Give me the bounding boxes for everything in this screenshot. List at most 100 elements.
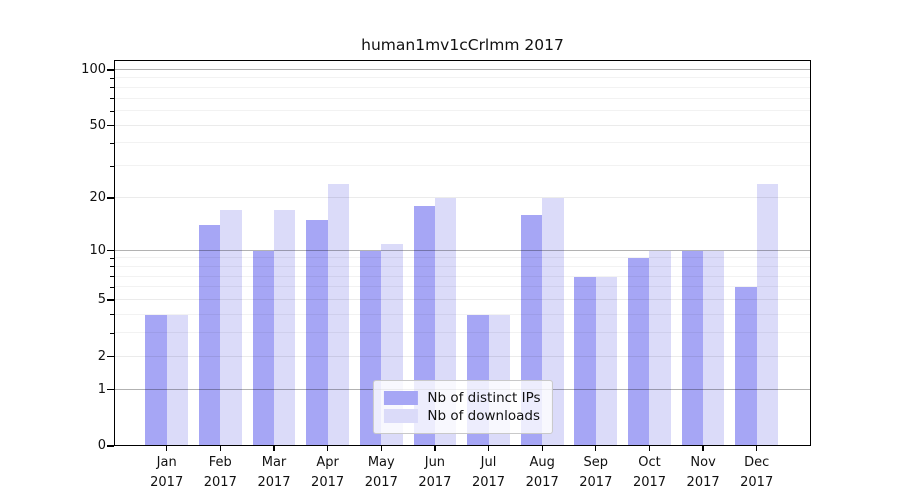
month-label: Jan xyxy=(156,455,177,470)
y-tick-mark-20 xyxy=(107,197,114,199)
y-tick-mark-minor-7 xyxy=(110,276,114,277)
bar-downloads-oct xyxy=(649,250,671,446)
month-label: Apr xyxy=(316,455,339,470)
x-tick-mark-aug xyxy=(541,446,543,451)
x-tick-label-jul: Jul 2017 xyxy=(457,453,521,492)
bar-ips-oct xyxy=(628,258,650,446)
bar-ips-dec xyxy=(735,287,757,446)
month-label: Feb xyxy=(208,455,232,470)
y-tick-mark-minor-9 xyxy=(110,257,114,259)
y-tick-mark-2 xyxy=(107,355,114,358)
year-label: 2017 xyxy=(632,474,667,490)
year-label: 2017 xyxy=(311,474,345,490)
y-tick-mark-minor-6 xyxy=(110,286,114,288)
y-tick-mark-minor-30 xyxy=(110,165,114,167)
bar-ips-mar xyxy=(252,250,274,446)
y-tick-mark-0 xyxy=(107,445,114,447)
y-tick-mark-100 xyxy=(107,69,114,71)
bar-downloads-sep xyxy=(595,276,618,446)
legend-row-downloads: Nb of downloads xyxy=(383,408,540,424)
y-tick-mark-1 xyxy=(107,388,114,391)
legend-swatch-downloads xyxy=(383,409,418,423)
y-tick-label-5: 5 xyxy=(97,292,106,307)
x-tick-mark-may xyxy=(380,446,382,451)
y-tick-mark-minor-60 xyxy=(110,110,114,112)
legend-label-ips: Nb of distinct IPs xyxy=(427,390,541,406)
y-tick-label-0: 0 xyxy=(97,438,106,453)
y-tick-mark-50 xyxy=(107,124,114,127)
month-label: Jul xyxy=(480,455,497,470)
plot-area: Nb of distinct IPs Nb of downloads xyxy=(114,60,811,446)
x-tick-mark-feb xyxy=(219,446,221,451)
y-tick-mark-minor-90 xyxy=(110,77,114,79)
y-tick-label-10: 10 xyxy=(89,242,106,258)
month-label: Oct xyxy=(638,455,661,470)
x-tick-label-mar: Mar 2017 xyxy=(242,453,306,492)
x-tick-label-feb: Feb 2017 xyxy=(188,453,252,492)
y-tick-mark-minor-8 xyxy=(110,266,114,268)
y-tick-label-2: 2 xyxy=(97,348,106,364)
x-tick-mark-sep xyxy=(595,446,597,451)
year-label: 2017 xyxy=(150,474,184,490)
bar-ips-apr xyxy=(306,220,328,446)
month-label: Jun xyxy=(424,455,446,470)
bar-downloads-feb xyxy=(220,210,242,446)
bar-downloads-dec xyxy=(756,183,779,446)
bar-downloads-apr xyxy=(327,183,349,446)
x-tick-mark-jul xyxy=(487,446,490,451)
y-tick-mark-minor-3 xyxy=(110,332,114,334)
x-tick-label-apr: Apr 2017 xyxy=(296,453,360,492)
legend-swatch-ips xyxy=(383,391,418,405)
x-tick-label-aug: Aug 2017 xyxy=(510,453,574,492)
month-label: Mar xyxy=(261,455,287,470)
month-label: Sep xyxy=(583,455,609,470)
y-tick-label-1: 1 xyxy=(97,381,106,397)
x-tick-mark-dec xyxy=(756,446,758,451)
month-label: Nov xyxy=(690,455,716,470)
bar-downloads-jan xyxy=(166,314,189,446)
x-tick-label-dec: Dec 2017 xyxy=(725,453,789,492)
year-label: 2017 xyxy=(686,474,720,490)
year-label: 2017 xyxy=(471,474,506,490)
y-tick-mark-minor-4 xyxy=(110,314,114,316)
x-tick-mark-jun xyxy=(434,446,436,451)
bar-downloads-nov xyxy=(703,250,725,446)
chart-title: human1mv1cCrlmm 2017 xyxy=(361,36,564,54)
x-tick-label-may: May 2017 xyxy=(349,453,413,492)
x-tick-label-oct: Oct 2017 xyxy=(618,453,682,492)
year-label: 2017 xyxy=(418,474,452,490)
legend: Nb of distinct IPs Nb of downloads xyxy=(372,380,553,434)
x-tick-mark-apr xyxy=(326,446,329,451)
year-label: 2017 xyxy=(579,474,613,490)
x-tick-label-nov: Nov 2017 xyxy=(671,453,735,492)
y-tick-mark-10 xyxy=(107,249,114,252)
y-tick-label-50: 50 xyxy=(89,117,106,133)
year-label: 2017 xyxy=(203,474,237,490)
year-label: 2017 xyxy=(257,474,291,490)
x-tick-mark-oct xyxy=(648,446,651,451)
month-label: Aug xyxy=(529,455,555,470)
legend-label-downloads: Nb of downloads xyxy=(427,408,540,424)
month-label: Dec xyxy=(744,455,770,470)
y-tick-label-100: 100 xyxy=(81,61,106,77)
year-label: 2017 xyxy=(364,474,398,490)
x-tick-mark-mar xyxy=(273,446,275,451)
year-label: 2017 xyxy=(525,474,559,490)
bar-ips-nov xyxy=(681,250,704,446)
x-tick-label-jan: Jan 2017 xyxy=(135,453,199,492)
bar-ips-jan xyxy=(145,314,167,446)
y-tick-mark-5 xyxy=(107,299,114,301)
bar-downloads-mar xyxy=(273,210,296,446)
bar-ips-sep xyxy=(574,276,596,446)
month-label: May xyxy=(367,455,395,470)
year-label: 2017 xyxy=(740,474,774,490)
x-tick-label-jun: Jun 2017 xyxy=(403,453,467,492)
x-tick-label-sep: Sep 2017 xyxy=(564,453,628,492)
x-tick-mark-jan xyxy=(166,446,168,451)
y-tick-label-20: 20 xyxy=(89,189,106,205)
x-tick-mark-nov xyxy=(702,446,704,451)
legend-row-ips: Nb of distinct IPs xyxy=(383,390,541,406)
y-tick-mark-minor-70 xyxy=(110,98,114,100)
y-tick-mark-minor-40 xyxy=(110,142,114,144)
